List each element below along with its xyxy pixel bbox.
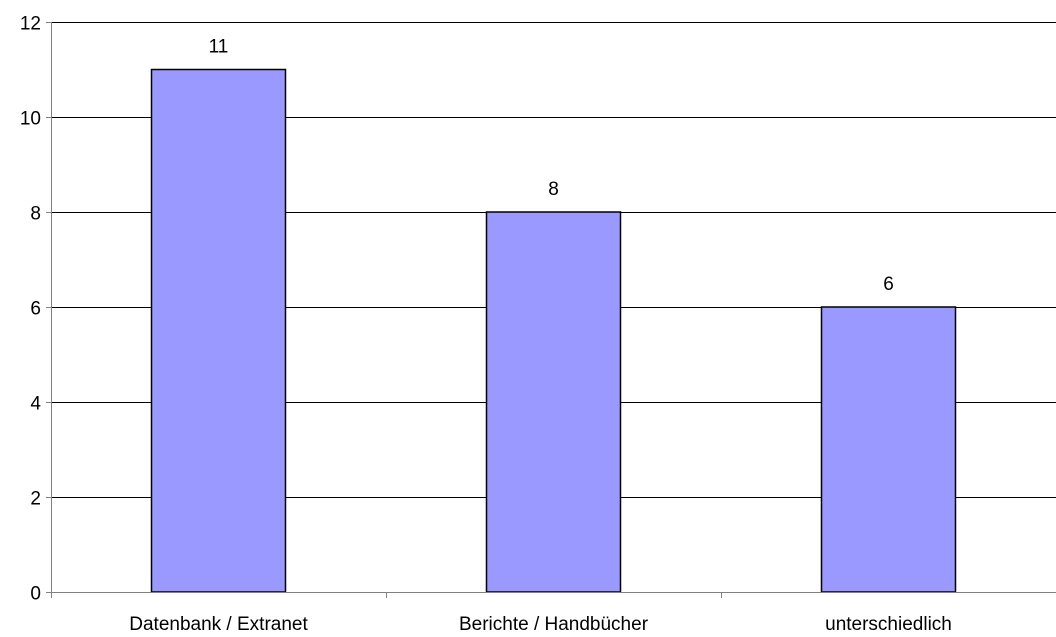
axes (46, 22, 1056, 598)
bar-1 (150, 68, 287, 593)
x-category-label-2: Berichte / Handbücher (459, 614, 649, 635)
x-category-label-1: Datenbank / Extranet (129, 614, 308, 635)
bar-3 (820, 306, 957, 593)
data-label-2: 8 (548, 179, 559, 200)
y-tick-label-12: 12 (20, 14, 41, 35)
y-tick-label-8: 8 (30, 204, 41, 225)
bars (150, 68, 957, 593)
y-tick-label-6: 6 (30, 299, 41, 320)
labels: 0 2 4 6 8 10 12 Datenbank / Extranet Berichte / … (20, 14, 952, 636)
data-label-3: 6 (883, 274, 894, 295)
y-tick-label-2: 2 (30, 489, 41, 510)
y-tick-label-10: 10 (20, 109, 41, 130)
x-category-label-3: unterschiedlich (825, 614, 952, 635)
bar-2 (485, 211, 622, 593)
data-label-1: 11 (209, 37, 229, 58)
y-tick-label-4: 4 (30, 394, 41, 415)
y-tick-label-0: 0 (30, 584, 41, 605)
